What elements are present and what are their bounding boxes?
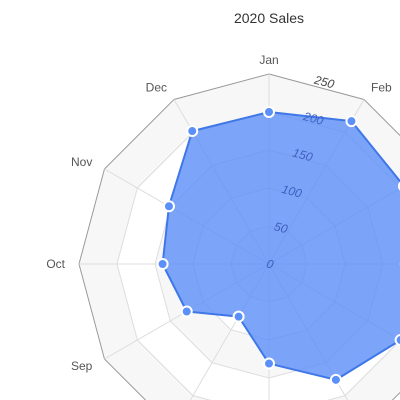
tick-label-50: 50 xyxy=(273,219,290,236)
tick-label-200: 200 xyxy=(301,109,325,128)
data-point-dec[interactable] xyxy=(186,125,199,138)
data-point-jul[interactable] xyxy=(263,357,275,370)
tick-label-0: 0 xyxy=(265,257,275,272)
data-point-may[interactable] xyxy=(394,334,400,346)
data-point-nov[interactable] xyxy=(162,200,175,213)
data-points xyxy=(156,106,400,386)
category-label-dec: Dec xyxy=(146,80,167,94)
data-point-sep[interactable] xyxy=(180,305,193,318)
tick-label-150: 150 xyxy=(291,146,314,165)
category-labels: JanFebMarAprMayJunJulAugSepOctNovDec xyxy=(46,53,392,373)
data-point-aug[interactable] xyxy=(232,310,245,323)
category-label-sep: Sep xyxy=(71,359,93,373)
data-point-oct[interactable] xyxy=(156,258,169,270)
category-label-feb: Feb xyxy=(371,80,392,94)
data-point-feb[interactable] xyxy=(345,115,358,128)
category-label-oct: Oct xyxy=(46,257,65,271)
data-point-jun[interactable] xyxy=(329,373,342,386)
tick-label-250: 250 xyxy=(312,72,336,91)
radial-tick-labels: 0 50 100 150 200 250 xyxy=(265,72,336,271)
data-point-jan[interactable] xyxy=(263,106,275,118)
category-label-nov: Nov xyxy=(71,155,92,169)
tick-label-100: 100 xyxy=(280,182,303,201)
chart-title: 2020 Sales xyxy=(234,10,304,26)
category-label-jan: Jan xyxy=(259,53,278,67)
